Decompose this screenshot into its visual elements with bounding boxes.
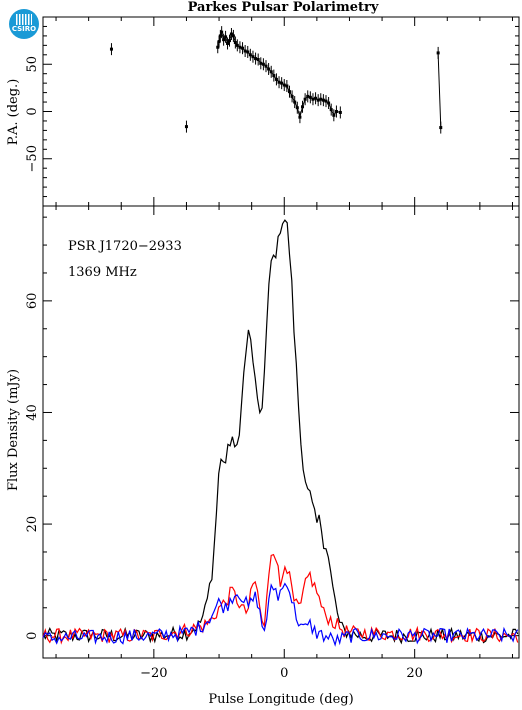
profile-y-tick-label: 40 [25, 404, 40, 421]
profile-x-tick-label: −20 [140, 666, 167, 681]
csiro-logo: CSIRO [9, 9, 39, 39]
pa-point [290, 94, 294, 98]
pa-point [272, 74, 276, 78]
pa-point [217, 40, 221, 44]
pa-point [254, 57, 258, 61]
pa-y-axis-label: P.A. (deg.) [6, 79, 21, 146]
pulsar-name-annotation: PSR J1720−2933 [68, 239, 182, 254]
profile-y-tick-label: 60 [25, 293, 40, 310]
pa-point [327, 101, 331, 105]
pa-point [332, 113, 336, 117]
pa-point [280, 81, 284, 85]
pa-point [246, 50, 250, 54]
pa-point [306, 94, 310, 98]
pa-point [295, 106, 299, 110]
pa-point [316, 98, 320, 102]
profile-lines [42, 219, 519, 647]
pa-point [285, 84, 289, 88]
profile-panel-frame [42, 205, 520, 659]
pa-y-tick-label: −50 [25, 145, 40, 172]
pa-point [224, 35, 228, 39]
profile-x-tick-labels: −20 0 20 [140, 666, 423, 681]
pa-point [259, 61, 263, 65]
profile-y-tick-label: 20 [25, 516, 40, 533]
pa-axis-ticks [43, 17, 519, 206]
pa-point [269, 70, 273, 74]
pa-point [287, 90, 291, 94]
pa-point [338, 110, 342, 114]
pa-point [293, 100, 297, 104]
pa-panel-frame [42, 16, 520, 207]
pa-point [324, 99, 328, 103]
pa-point [238, 45, 242, 49]
pa-point [303, 97, 307, 101]
pa-point [227, 39, 231, 43]
pa-point [218, 34, 222, 38]
pa-point [248, 53, 252, 57]
pa-point [109, 47, 113, 51]
pa-point [251, 55, 255, 59]
pa-point [184, 125, 188, 129]
pa-point [301, 105, 305, 109]
pa-point [233, 41, 237, 45]
pa-point [282, 83, 286, 87]
pa-point [226, 41, 230, 45]
x-axis-label: Pulse Longitude (deg) [208, 692, 353, 707]
pa-point [256, 58, 260, 62]
profile-y-tick-labels: 0 20 40 60 [25, 293, 40, 640]
pa-point [264, 64, 268, 68]
pa-point [261, 62, 265, 66]
pa-point [220, 30, 224, 34]
pa-point [241, 46, 245, 50]
chart-title: Parkes Pulsar Polarimetry [188, 0, 379, 15]
pa-point [439, 126, 443, 130]
pa-point [235, 43, 239, 47]
pa-point [243, 49, 247, 53]
pa-point [308, 95, 312, 99]
pa-point [222, 38, 226, 42]
pa-point [267, 67, 271, 71]
pa-point [277, 80, 281, 84]
csiro-logo-mark [16, 14, 32, 25]
pa-point [314, 96, 318, 100]
pa-points [109, 26, 443, 134]
pa-point [321, 98, 325, 102]
profile-x-tick-label: 0 [280, 666, 288, 681]
pa-point [311, 97, 315, 101]
pa-point [229, 32, 233, 36]
pa-point [274, 77, 278, 81]
pa-point [216, 45, 220, 49]
pa-point [329, 108, 333, 112]
profile-y-tick-label: 0 [25, 632, 40, 640]
pa-curve [217, 30, 442, 128]
pa-point [231, 34, 235, 38]
pa-y-tick-label: 50 [25, 56, 40, 73]
pa-y-tick-label: 0 [25, 107, 40, 115]
frequency-annotation: 1369 MHz [68, 265, 137, 280]
pa-point [298, 115, 302, 119]
profile-line-circular [42, 582, 519, 647]
profile-line-linear [42, 553, 519, 645]
pa-y-tick-labels: −50 0 50 [25, 56, 40, 172]
pa-point [319, 97, 323, 101]
pa-point [334, 110, 338, 113]
profile-x-tick-label: 20 [406, 666, 423, 681]
pa-point [436, 51, 440, 55]
profile-line-total [42, 219, 519, 645]
profile-y-axis-label: Flux Density (mJy) [6, 369, 21, 491]
profile-axis-ticks [43, 206, 519, 658]
